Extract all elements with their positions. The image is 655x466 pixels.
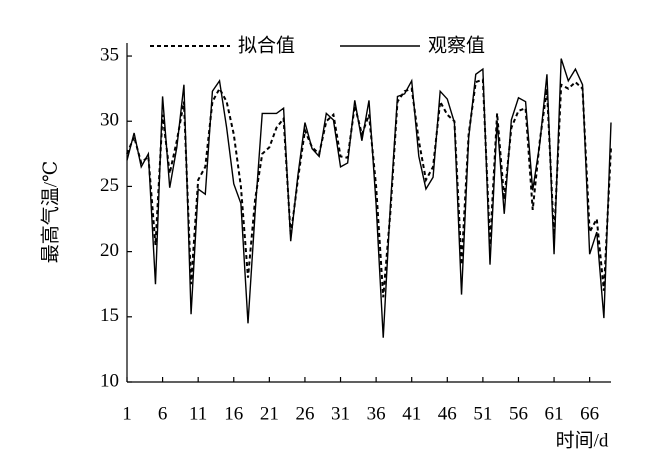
legend-label: 观察值	[428, 34, 485, 56]
y-tick-label: 20	[100, 240, 119, 261]
y-axis-label: 最高气温/℃	[39, 161, 61, 264]
x-tick-label: 31	[331, 403, 350, 424]
series-line	[126, 58, 612, 338]
x-tick-label: 41	[402, 403, 421, 424]
x-tick-label: 51	[473, 403, 492, 424]
x-tick-label: 6	[158, 403, 168, 424]
y-tick-label: 30	[100, 110, 119, 131]
x-tick-label: 26	[295, 403, 314, 424]
y-tick-label: 10	[100, 370, 119, 391]
x-axis-label: 时间/d	[556, 429, 609, 451]
x-tick-label: 46	[438, 403, 457, 424]
y-tick-label: 25	[100, 175, 119, 196]
x-tick-label: 56	[509, 403, 528, 424]
series-line	[126, 78, 612, 298]
x-tick-label: 16	[224, 403, 243, 424]
x-tick-label: 61	[545, 403, 564, 424]
x-tick-label: 66	[580, 403, 599, 424]
y-tick-label: 35	[100, 44, 119, 65]
legend-label: 拟合值	[238, 34, 295, 56]
x-tick-label: 36	[367, 403, 386, 424]
y-tick-label: 15	[100, 305, 119, 326]
x-tick-label: 1	[122, 403, 132, 424]
x-tick-label: 21	[260, 403, 279, 424]
x-tick-label: 11	[189, 403, 207, 424]
